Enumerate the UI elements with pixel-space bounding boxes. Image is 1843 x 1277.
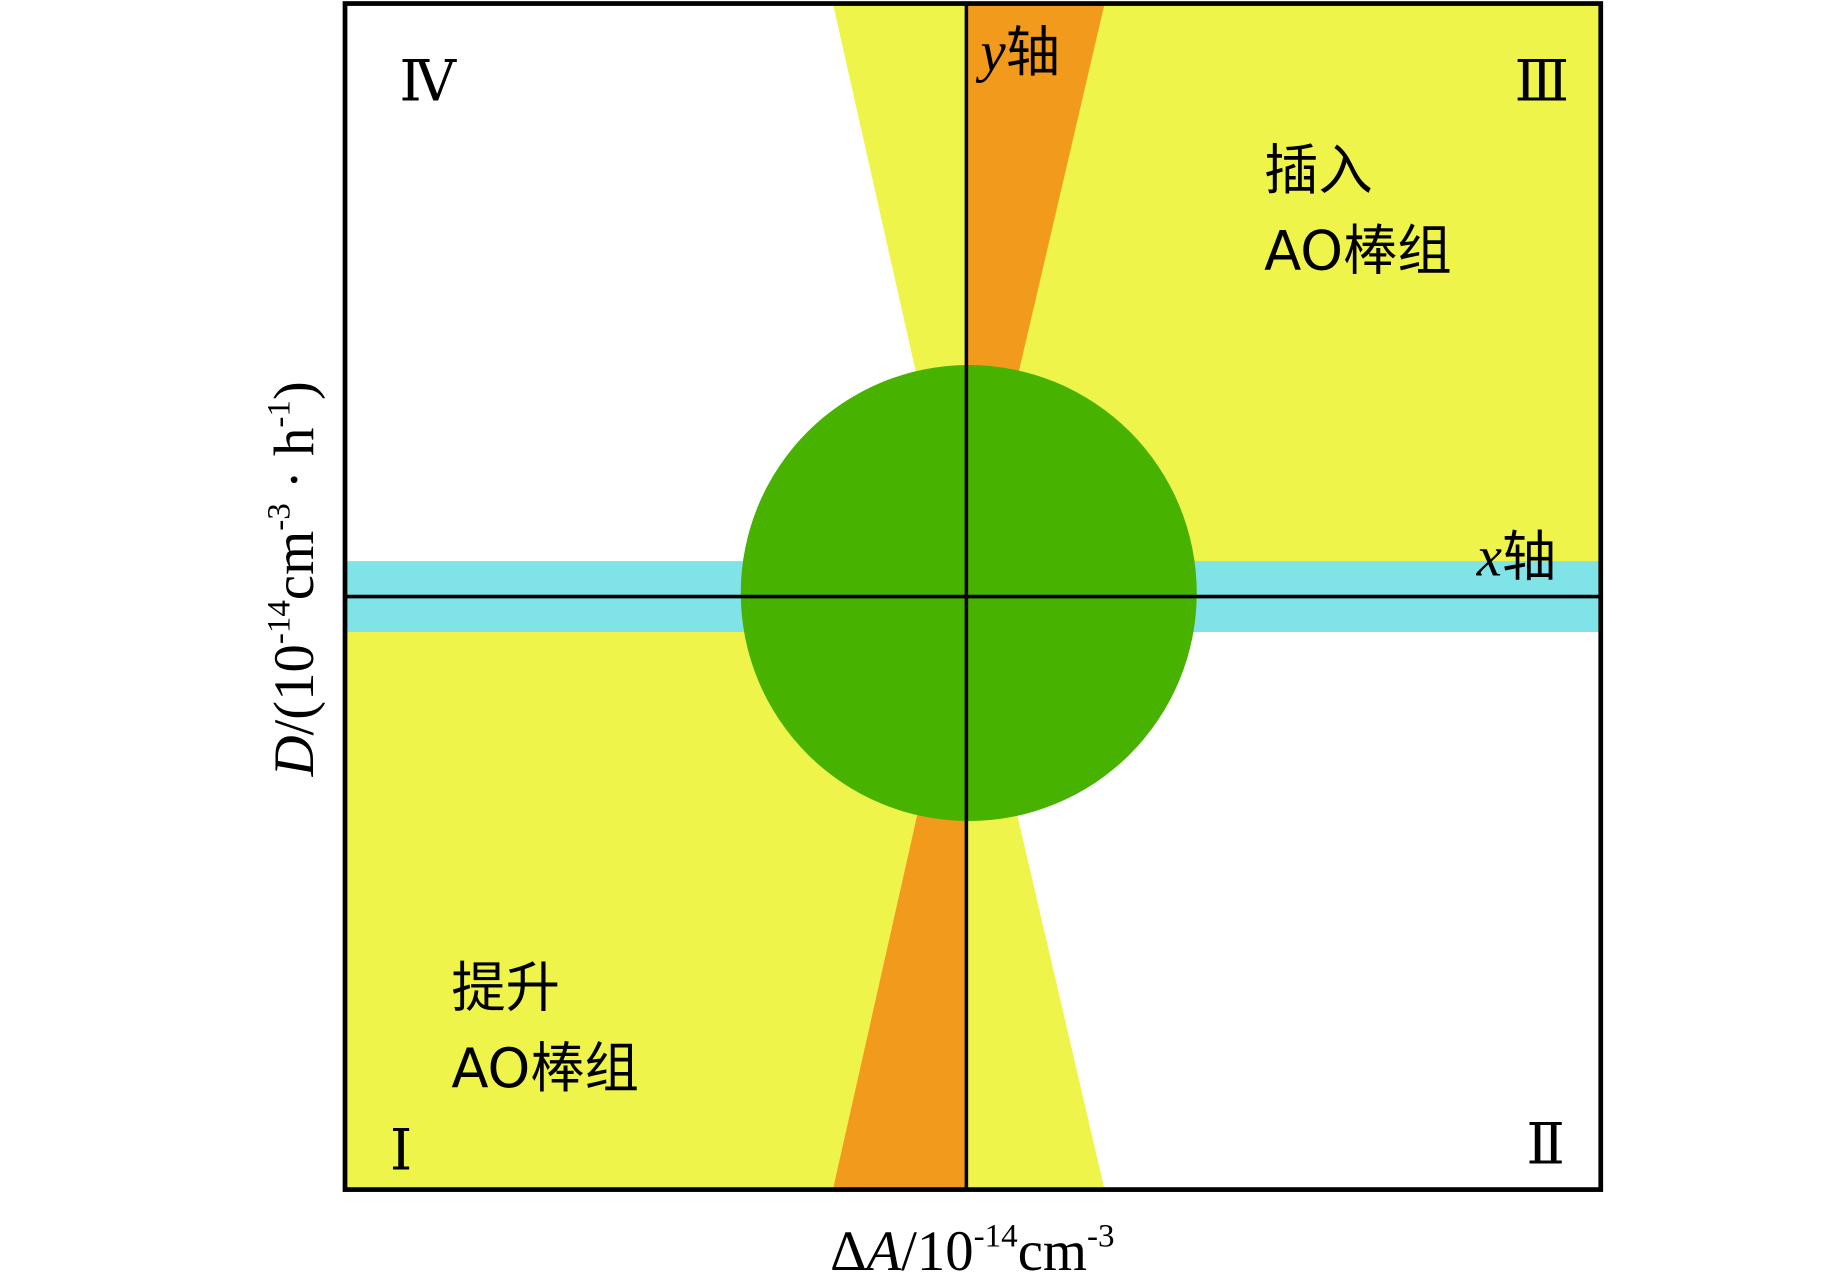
region-label: AO棒组: [451, 1037, 639, 1100]
frame: [342, 1, 1604, 1192]
quadrant-label: Ⅰ: [390, 1120, 412, 1183]
center-circle: [740, 365, 1197, 822]
quadrant-label: Ⅱ: [1526, 1114, 1565, 1177]
x-axis-label: x轴: [1476, 525, 1557, 588]
region-label: 提升: [451, 956, 560, 1019]
quadrant-label: Ⅳ: [399, 50, 457, 113]
y-axis-label: y轴: [976, 21, 1061, 84]
quadrant-label: Ⅲ: [1515, 50, 1570, 113]
region-label: AO棒组: [1264, 219, 1452, 282]
x-title: ΔA/10-14cm-3: [830, 1218, 1114, 1277]
region-label: 插入: [1264, 139, 1373, 202]
y-title: D/(10-14cm-3 · h-1): [261, 381, 326, 777]
